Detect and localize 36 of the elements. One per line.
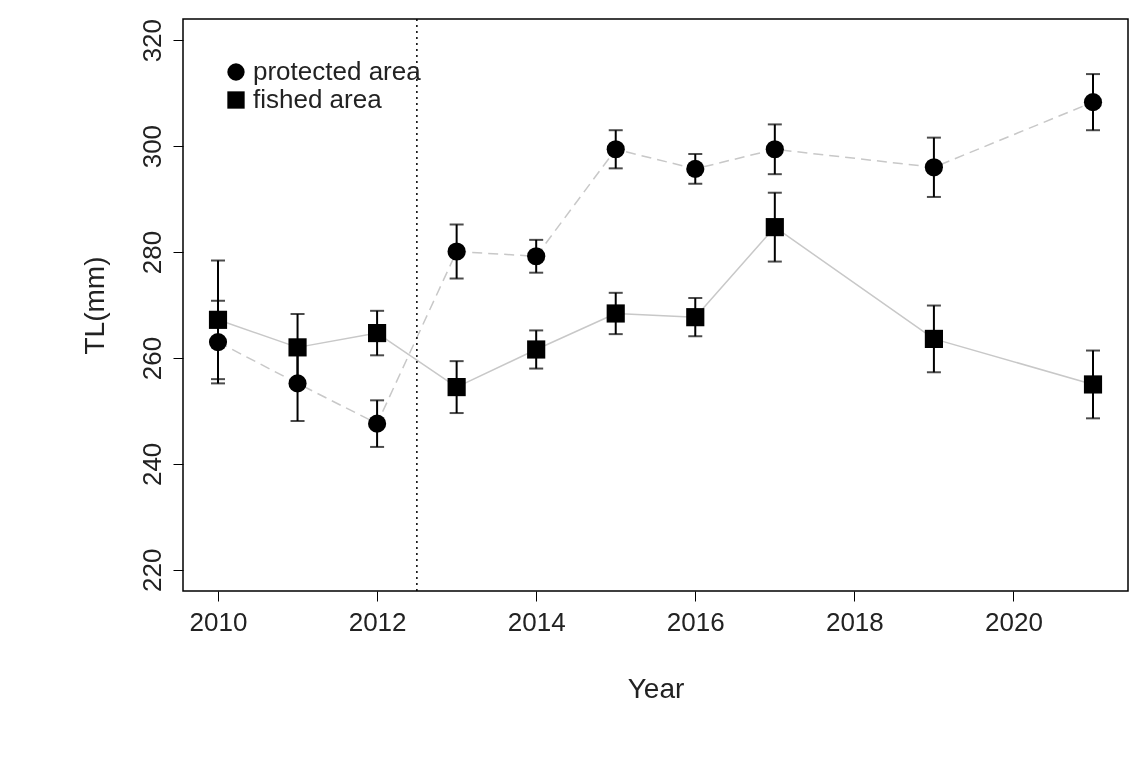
point [1083, 93, 1103, 112]
y-tick-label: 240 [136, 442, 167, 487]
point [527, 247, 546, 266]
point [447, 242, 466, 261]
x-tick-label: 2016 [666, 606, 725, 637]
point [606, 140, 625, 159]
point [208, 333, 228, 352]
point [924, 329, 943, 348]
point [606, 304, 625, 323]
point [288, 338, 307, 357]
legend-label: protected area [253, 56, 422, 86]
point [686, 159, 705, 178]
point [765, 218, 784, 237]
point [447, 378, 466, 397]
point [527, 340, 546, 359]
x-axis-title: Year [627, 672, 685, 704]
y-tick-label: 280 [136, 230, 167, 275]
point [765, 140, 784, 159]
point [368, 323, 387, 343]
point [368, 414, 387, 433]
x-tick-label: 2014 [507, 606, 566, 637]
x-tick-label: 2010 [189, 606, 248, 637]
point [686, 308, 705, 327]
point [208, 310, 228, 329]
x-tick-label: 2012 [348, 606, 407, 637]
point [288, 374, 307, 393]
point [1083, 375, 1103, 394]
y-axis-title: TL(mm) [78, 256, 110, 355]
point [924, 158, 943, 177]
y-tick-label: 300 [136, 124, 167, 169]
y-tick-label: 260 [136, 336, 167, 381]
y-tick-label: 220 [136, 548, 167, 593]
x-tick-label: 2020 [985, 606, 1043, 637]
x-tick-label: 2018 [825, 606, 884, 637]
y-tick-label: 320 [136, 18, 167, 63]
legend-label: fished area [253, 84, 383, 114]
